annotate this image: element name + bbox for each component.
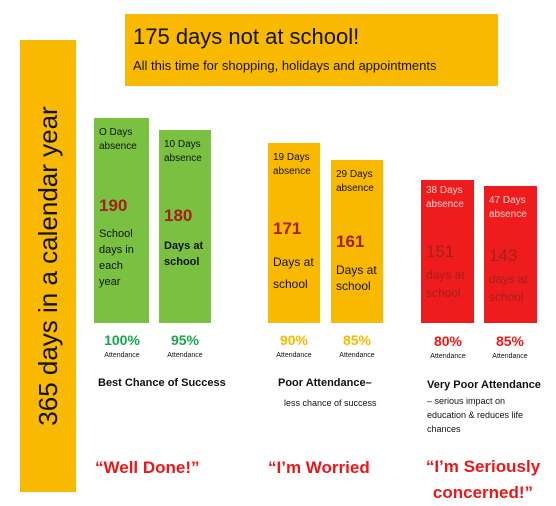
bar-days-value: 143 [489, 246, 518, 265]
attendance-percent: 85% [495, 333, 525, 349]
attendance-percent: 80% [433, 333, 463, 349]
attendance-bar-0: O Days absence 190 School days in each y… [94, 118, 149, 323]
bar-days-value: 171 [273, 219, 302, 238]
bar-absence-label: 47 Days absence [489, 195, 527, 220]
category-subtitle-poor: less chance of success [284, 398, 377, 408]
attendance-bar-2: 19 Days absence 171 Days at school [268, 143, 320, 323]
side-label: 365 days in a calendar year [32, 106, 63, 426]
attendance-bar-1: 10 Days absence 180 Days at school [159, 130, 211, 323]
attendance-percent: 95% [170, 332, 200, 348]
verdict-worried: “I’m Worried [268, 458, 370, 477]
bar-days-caption: Days at school [273, 255, 314, 291]
bar-days-caption: Days at school [336, 263, 377, 293]
bar-absence-label: 19 Days absence [273, 152, 311, 177]
bar-days-value: 151 [426, 242, 455, 261]
attendance-bar-5: 47 Days absence 143 days at school [484, 186, 537, 323]
attendance-caption: Attendance [104, 352, 140, 359]
header-banner: 175 days not at school! All this time fo… [125, 14, 498, 86]
bar-days-value: 180 [164, 206, 193, 225]
bar-days-value: 190 [99, 196, 128, 215]
attendance-percent: 100% [104, 332, 140, 348]
header-subtitle: All this time for shopping, holidays and… [133, 58, 437, 73]
header-title: 175 days not at school! [133, 24, 360, 49]
category-title-very-poor: Very Poor Attendance [427, 379, 541, 391]
attendance-percent: 85% [342, 332, 372, 348]
attendance-percent: 90% [279, 332, 309, 348]
bar-absence-label: O Days absence [99, 127, 137, 152]
bar-days-caption: Days at school [164, 240, 204, 268]
bar-days-value: 161 [336, 232, 365, 251]
verdict-seriously-concerned: “I’m Seriously concerned!” [425, 457, 541, 502]
bar-days-caption: days at school [489, 272, 528, 304]
category-subtitle-very-poor: – serious impact on education & reduces … [427, 396, 524, 434]
bar-absence-label: 10 Days absence [164, 139, 202, 164]
category-title-best: Best Chance of Success [98, 377, 226, 389]
attendance-bar-3: 29 Days absence 161 Days at school [331, 160, 383, 323]
attendance-caption: Attendance [492, 353, 528, 360]
attendance-caption: Attendance [430, 353, 466, 360]
attendance-bar-4: 38 Days absence 151 days at school [421, 180, 474, 323]
bar-absence-label: 38 Days absence [426, 185, 464, 210]
bar-days-caption: days at school [426, 268, 465, 300]
attendance-caption: Attendance [339, 352, 375, 359]
side-banner [20, 40, 76, 492]
category-title-poor: Poor Attendance– [278, 377, 372, 389]
verdict-well-done: “Well Done!” [95, 458, 200, 477]
bar-absence-label: 29 Days absence [336, 169, 374, 194]
attendance-caption: Attendance [167, 352, 203, 359]
attendance-caption: Attendance [276, 352, 312, 359]
bar-days-caption: School days in each year [99, 228, 134, 288]
